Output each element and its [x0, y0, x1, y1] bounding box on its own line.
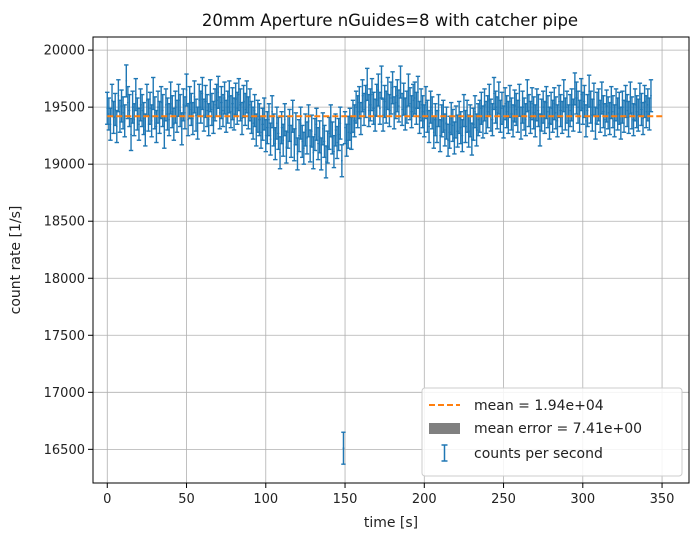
data-point [644, 95, 649, 129]
data-point [648, 79, 654, 113]
data-point [239, 101, 245, 136]
x-tick-label: 0 [103, 492, 111, 507]
data-point [296, 118, 302, 153]
x-tick-label: 200 [412, 492, 437, 507]
data-point [422, 104, 427, 138]
y-tick-label: 19500 [44, 101, 85, 116]
data-point [333, 113, 338, 147]
data-point [491, 76, 497, 111]
data-point [352, 104, 357, 138]
y-tick-label: 19000 [44, 158, 85, 173]
legend-mean-label: mean = 1.94e+04 [474, 398, 604, 414]
y-tick-label: 20000 [44, 44, 85, 59]
legend-mean-error-label: mean error = 7.41e+00 [474, 421, 642, 437]
x-tick-label: 250 [491, 492, 516, 507]
data-point [540, 90, 546, 124]
x-tick-label: 150 [333, 492, 358, 507]
data-point [404, 90, 410, 124]
data-point [574, 81, 579, 115]
data-point [300, 124, 305, 159]
data-point [601, 95, 606, 129]
plot-frame [92, 36, 690, 484]
data-point [193, 98, 199, 132]
counts-series [105, 64, 654, 465]
data-point [136, 107, 142, 141]
data-point [263, 118, 268, 153]
data-point [173, 90, 178, 124]
data-point [200, 76, 205, 111]
data-point [647, 97, 652, 131]
legend: mean = 1.94e+04 mean error = 7.41e+00 co… [421, 387, 683, 477]
data-point [273, 126, 278, 161]
y-tick-label: 18000 [44, 272, 85, 287]
data-point [496, 81, 501, 115]
data-point [360, 79, 365, 113]
data-point [450, 108, 456, 143]
legend-box [421, 387, 683, 477]
data-point [132, 103, 137, 137]
data-point [474, 113, 479, 147]
y-tick-label: 17000 [44, 386, 85, 401]
data-point [445, 123, 451, 157]
axis-ticks: 0 50 100 150 200 250 300 350 16500 17000 17500 1800… [44, 44, 675, 507]
data-point [216, 75, 221, 109]
y-tick-label: 17500 [44, 329, 85, 344]
y-tick-label: 16500 [44, 443, 85, 458]
data-point [430, 96, 435, 130]
data-point [623, 84, 628, 119]
y-tick-label: 18500 [44, 215, 85, 230]
data-point [338, 106, 343, 140]
data-point [339, 144, 345, 178]
data-point [255, 99, 261, 133]
legend-errorbar-swatch [441, 444, 448, 462]
data-point [189, 92, 194, 127]
data-point [585, 93, 590, 128]
data-point [594, 91, 600, 125]
y-axis-label: count rate [1/s] [8, 206, 24, 315]
x-axis-label: time [s] [364, 515, 418, 531]
data-point [141, 101, 146, 136]
data-point-outlier [341, 431, 346, 465]
legend-mean-error-swatch [429, 423, 460, 434]
data-point [501, 105, 506, 139]
x-tick-label: 350 [650, 492, 675, 507]
chart-title: 20mm Aperture nGuides=8 with catcher pip… [202, 11, 578, 30]
data-point [564, 90, 570, 124]
data-point [122, 104, 127, 138]
x-tick-label: 300 [570, 492, 595, 507]
data-point [128, 117, 134, 152]
data-point [379, 65, 384, 99]
data-point [281, 123, 286, 157]
data-point [439, 104, 444, 138]
data-point [298, 106, 303, 140]
legend-counts-label: counts per second [474, 446, 603, 462]
data-point [433, 103, 438, 137]
x-tick-label: 50 [178, 492, 195, 507]
data-point [242, 92, 248, 127]
data-point [469, 122, 475, 156]
data-point [639, 92, 644, 127]
x-tick-label: 100 [253, 492, 278, 507]
